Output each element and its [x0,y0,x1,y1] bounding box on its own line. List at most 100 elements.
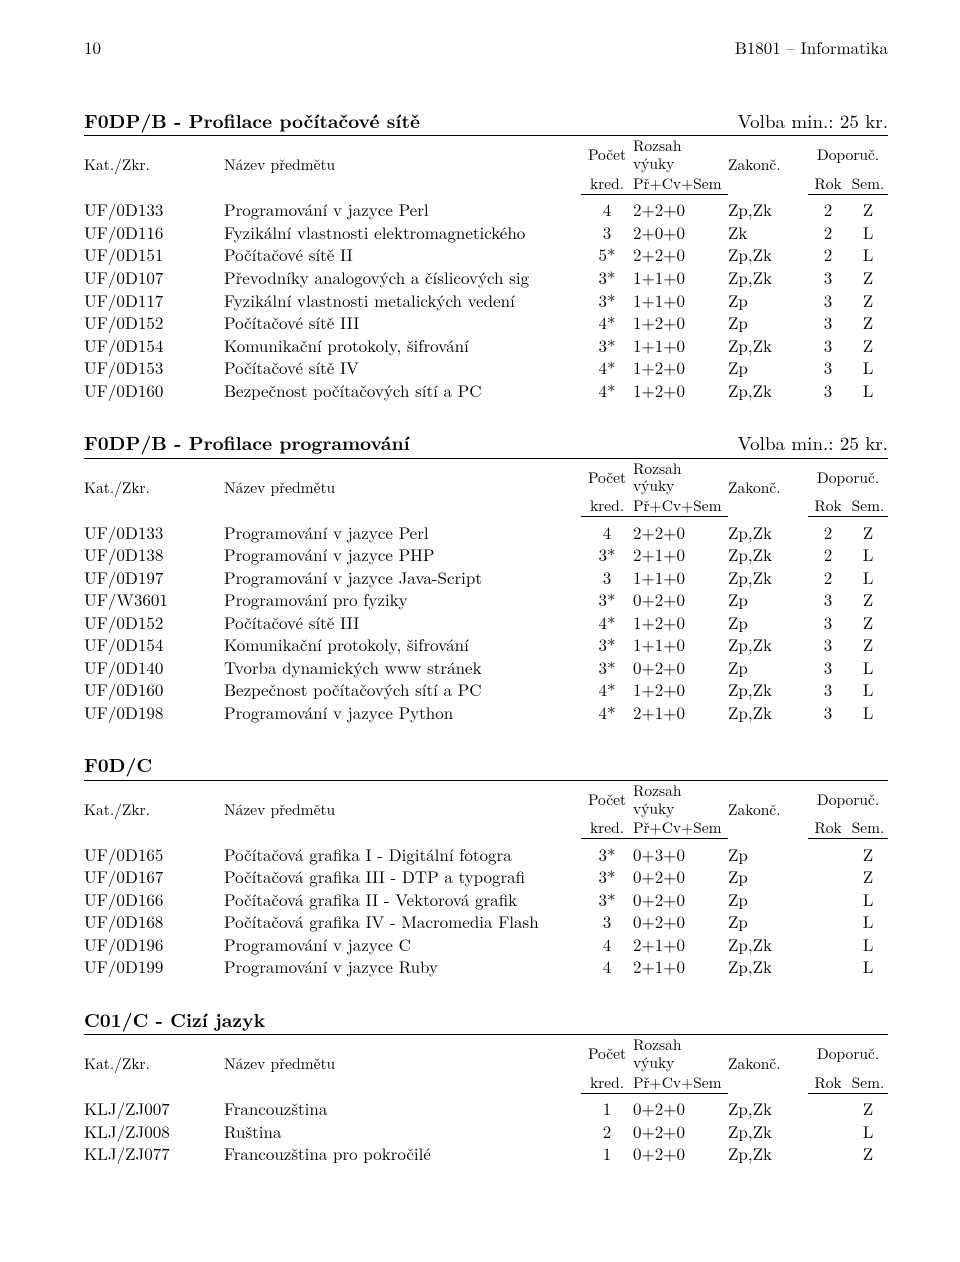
col-kred2: kred. [581,174,633,194]
table-row: UF/0D133Programování v jazyce Perl42+2+0… [84,199,888,222]
cell-zakonc: Zp,Zk [728,244,808,267]
section-title: F0D/C [84,754,152,776]
cell-zakonc: Zp,Zk [728,1143,808,1166]
cell-kred: 3* [581,589,633,612]
cell-kred: 4* [581,312,633,335]
cell-sem: Z [848,589,888,612]
col-name: Název předmětu [224,458,581,516]
cell-zakonc: Zk [728,221,808,244]
cell-zakonc: Zp [728,289,808,312]
cell-kred: 4 [581,199,633,222]
cell-kat: UF/0D138 [84,544,224,567]
cell-name: Fyzikální vlastnosti elektromagnetického [224,221,581,244]
cell-zakonc: Zp,Zk [728,199,808,222]
cell-name: Programování v jazyce C [224,933,581,956]
cell-rok: 3 [808,634,848,657]
table-row: UF/W3601Programování pro fyziky3*0+2+0Zp… [84,589,888,612]
table-row: UF/0D152Počítačové sítě III4*1+2+0Zp3Z [84,611,888,634]
column-header: Kat./Zkr.Název předmětuPočetRozsah výuky… [84,135,888,194]
cell-name: Francouzština pro pokročilé [224,1143,581,1166]
cell-zakonc: Zp [728,312,808,335]
cell-rozsah: 1+1+0 [633,566,728,589]
cell-zakonc: Zp,Zk [728,521,808,544]
column-header: Kat./Zkr.Název předmětuPočetRozsah výuky… [84,1034,888,1093]
cell-kat: UF/0D151 [84,244,224,267]
col-kat: Kat./Zkr. [84,458,224,516]
cell-kred: 3* [581,289,633,312]
cell-kred: 3* [581,634,633,657]
course-table: UF/0D133Programování v jazyce Perl42+2+0… [84,199,888,402]
col-kred2: kred. [581,496,633,516]
table-row: UF/0D117Fyzikální vlastnosti metalických… [84,289,888,312]
table-row: UF/0D116Fyzikální vlastnosti elektromagn… [84,221,888,244]
cell-sem: L [848,566,888,589]
cell-sem: Z [848,521,888,544]
cell-name: Bezpečnost počítačových sítí a PC [224,679,581,702]
cell-kat: KLJ/ZJ077 [84,1143,224,1166]
cell-kat: UF/0D198 [84,701,224,724]
cell-kat: UF/W3601 [84,589,224,612]
section-title-row: F0DP/B - Profilace počítačové sítěVolba … [84,110,888,132]
table-row: UF/0D153Počítačové sítě IV4*1+2+0Zp3L [84,357,888,380]
table-row: UF/0D166Počítačová grafika II - Vektorov… [84,888,888,911]
cell-kat: UF/0D117 [84,289,224,312]
cell-rozsah: 1+1+0 [633,334,728,357]
table-row: UF/0D197Programování v jazyce Java-Scrip… [84,566,888,589]
cell-zakonc: Zp,Zk [728,634,808,657]
cell-kred: 4 [581,521,633,544]
cell-rozsah: 0+2+0 [633,866,728,889]
cell-name: Počítačová grafika IV - Macromedia Flash [224,911,581,934]
cell-name: Počítačová grafika II - Vektorová grafik [224,888,581,911]
cell-rozsah: 2+2+0 [633,199,728,222]
cell-name: Převodníky analogových a číslicových sig [224,266,581,289]
cell-rok [808,1120,848,1143]
cell-sem: Z [848,289,888,312]
col-rozsah: Rozsah výuky [633,458,728,496]
cell-rok: 3 [808,312,848,335]
cell-sem: Z [848,611,888,634]
col-kat: Kat./Zkr. [84,780,224,838]
cell-name: Programování v jazyce PHP [224,544,581,567]
cell-sem: Z [848,843,888,866]
cell-kat: UF/0D168 [84,911,224,934]
cell-name: Programování v jazyce Perl [224,521,581,544]
cell-rok: 3 [808,379,848,402]
cell-rozsah: 2+1+0 [633,933,728,956]
cell-sem: L [848,221,888,244]
col-kat: Kat./Zkr. [84,1035,224,1093]
cell-zakonc: Zp [728,911,808,934]
col-doporuc: Doporuč. [808,458,888,496]
cell-sem: Z [848,1143,888,1166]
cell-zakonc: Zp,Zk [728,266,808,289]
cell-kred: 1 [581,1098,633,1121]
table-row: UF/0D160Bezpečnost počítačových sítí a P… [84,379,888,402]
cell-sem: L [848,888,888,911]
cell-zakonc: Zp,Zk [728,334,808,357]
col-kred: Počet [581,1035,633,1073]
col-kred2: kred. [581,818,633,838]
cell-name: Komunikační protokoly, šifrování [224,634,581,657]
cell-rok [808,888,848,911]
cell-kat: UF/0D197 [84,566,224,589]
col-name: Název předmětu [224,1035,581,1093]
section-volba: Volba min.: 25 kr. [738,110,889,132]
table-row: UF/0D152Počítačové sítě III4*1+2+0Zp3Z [84,312,888,335]
cell-sem: L [848,244,888,267]
cell-rok [808,1143,848,1166]
col-rozsah2: Př+Cv+Sem [633,174,728,194]
table-row: UF/0D133Programování v jazyce Perl42+2+0… [84,521,888,544]
cell-rozsah: 1+2+0 [633,357,728,380]
table-row: UF/0D199Programování v jazyce Ruby42+1+0… [84,956,888,979]
section-title-row: C01/C - Cizí jazyk [84,1009,888,1031]
cell-rok [808,843,848,866]
cell-kat: UF/0D160 [84,679,224,702]
cell-rozsah: 0+2+0 [633,589,728,612]
cell-kat: UF/0D152 [84,312,224,335]
cell-rozsah: 2+0+0 [633,221,728,244]
cell-rozsah: 2+1+0 [633,544,728,567]
section-volba: Volba min.: 25 kr. [738,432,889,454]
cell-rok: 3 [808,334,848,357]
cell-rok: 2 [808,521,848,544]
cell-kat: UF/0D160 [84,379,224,402]
cell-rok: 2 [808,221,848,244]
